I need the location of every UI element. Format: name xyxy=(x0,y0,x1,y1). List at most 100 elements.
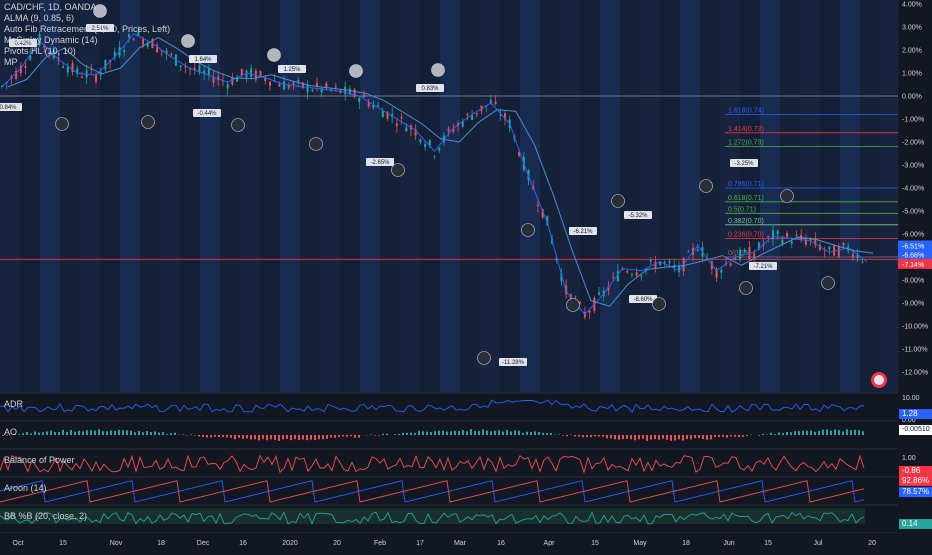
fib-level-label: 1.618(0.74) xyxy=(728,107,764,114)
adr-tag: 1.28 xyxy=(899,409,932,419)
ao-bar xyxy=(266,435,268,440)
candle-body xyxy=(791,241,793,243)
pivot-label: -5.32% xyxy=(628,213,648,219)
candle-body xyxy=(278,84,280,87)
candle-body xyxy=(795,235,797,236)
ao-bar xyxy=(434,431,436,435)
candle-body xyxy=(438,148,440,151)
mp-marker xyxy=(268,49,281,62)
candle-body xyxy=(335,86,337,87)
ao-bar xyxy=(446,431,448,435)
fib-level-label: 0.618(0.71) xyxy=(728,195,764,202)
pane-label-aroon: Aroon (14) xyxy=(4,483,47,493)
mp-marker xyxy=(653,298,666,311)
symbol-label: CAD/CHF, 1D, OANDA xyxy=(4,2,170,13)
mp-marker xyxy=(232,119,245,132)
candle-body xyxy=(471,115,473,120)
candle-body xyxy=(180,65,182,67)
ao-bar xyxy=(334,435,336,438)
ao-bar xyxy=(50,431,52,435)
ao-bar xyxy=(386,434,388,435)
candle-body xyxy=(405,127,407,131)
ao-bar xyxy=(346,435,348,437)
indicator-mp[interactable]: MP xyxy=(4,57,170,68)
indicator-pivots[interactable]: Pivots HL (10, 10) xyxy=(4,46,170,57)
ao-bar xyxy=(474,431,476,435)
x-tick-label: 15 xyxy=(764,540,772,547)
x-tick-label: 18 xyxy=(682,540,690,547)
fib-level-label: 0.236(0.70) xyxy=(728,232,764,239)
background-band xyxy=(540,0,560,392)
ao-bar xyxy=(430,432,432,435)
ao-bar xyxy=(590,435,592,437)
ao-bar xyxy=(210,435,212,437)
indicator-mcginley[interactable]: McGinley Dynamic (14) xyxy=(4,35,170,46)
x-tick-label: May xyxy=(633,540,647,547)
candle-body xyxy=(626,271,628,273)
price-tag-label: -6.68% xyxy=(902,253,924,260)
ao-bar xyxy=(814,432,816,435)
ao-bar xyxy=(738,435,740,437)
ao-bar xyxy=(182,434,184,435)
indicator-autofib[interactable]: Auto Fib Retracement (3, 10, Prices, Lef… xyxy=(4,24,170,35)
ao-bar xyxy=(198,435,200,436)
candle-body xyxy=(739,250,741,260)
ao-bar xyxy=(110,431,112,435)
x-tick-label: 16 xyxy=(239,540,247,547)
candle-body xyxy=(777,231,779,234)
y-tick-label: 4.00% xyxy=(902,2,922,9)
background-band xyxy=(360,0,380,392)
candle-body xyxy=(664,262,666,263)
candle-body xyxy=(589,311,591,313)
background-band xyxy=(320,0,340,392)
bop-tick-label: 1.00 xyxy=(902,455,916,462)
ao-bar xyxy=(822,430,824,435)
ao-bar xyxy=(854,430,856,435)
mp-marker xyxy=(182,35,195,48)
ao-bar xyxy=(542,433,544,435)
ao-bar xyxy=(354,435,356,438)
background-band xyxy=(420,0,440,392)
ao-bar xyxy=(358,435,360,438)
background-band xyxy=(560,0,580,392)
pivot-label: 1.25% xyxy=(283,67,301,73)
ao-bar xyxy=(726,435,728,438)
ao-bar xyxy=(522,433,524,435)
candle-body xyxy=(598,292,600,294)
candle-body xyxy=(861,262,863,263)
ao-bar xyxy=(630,435,632,439)
fib-level-label: 1.414(0.73) xyxy=(728,126,764,133)
ao-bar xyxy=(858,430,860,435)
y-tick-label: -1.00% xyxy=(902,117,924,124)
ao-bar xyxy=(382,434,384,435)
ao-bar xyxy=(66,432,68,435)
bb-band-fill xyxy=(0,508,865,524)
bb-tag: 0.14 xyxy=(899,519,932,529)
ao-bar xyxy=(510,431,512,435)
pivot-label: -8.60% xyxy=(633,297,653,303)
indicator-alma[interactable]: ALMA (9, 0.85, 6) xyxy=(4,13,170,24)
ao-bar xyxy=(58,432,60,435)
ao-bar xyxy=(646,435,648,441)
mp-marker xyxy=(478,352,491,365)
ao-bar xyxy=(658,435,660,440)
ao-bar xyxy=(402,433,404,435)
ao-bar xyxy=(838,430,840,435)
background-band xyxy=(800,0,820,392)
background-band xyxy=(700,0,720,392)
candle-body xyxy=(241,69,243,75)
fib-level-label: 0.786(0.71) xyxy=(728,181,764,188)
pane-label-adr: ADR xyxy=(4,399,23,409)
candle-body xyxy=(612,277,614,278)
ao-bar xyxy=(782,433,784,435)
ao-bar xyxy=(22,433,24,435)
ao-bar xyxy=(406,433,408,435)
ao-bar xyxy=(378,435,380,436)
background-band xyxy=(640,0,660,392)
ao-bar xyxy=(134,432,136,435)
ao-bar xyxy=(422,431,424,435)
candle-body xyxy=(382,111,384,118)
candle-body xyxy=(434,156,436,157)
